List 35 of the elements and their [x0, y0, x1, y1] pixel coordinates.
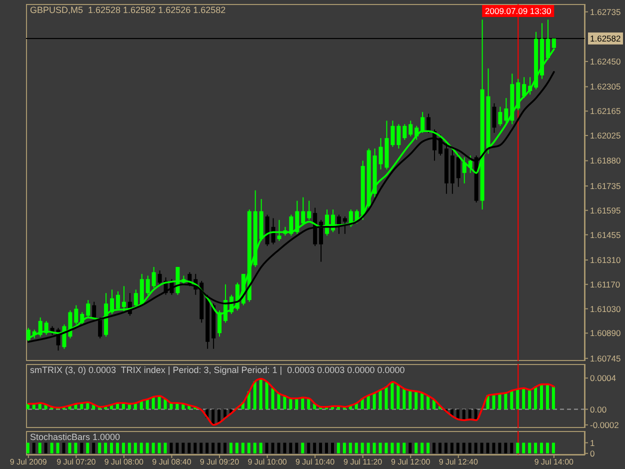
y-tick-label: -0.0002 — [590, 420, 620, 430]
x-tick-label: 9 Jul 10:00 — [248, 458, 288, 467]
y-tick-label: 1.60745 — [590, 353, 621, 364]
ref-line-label: 2009.07.09 13:30 — [485, 6, 552, 16]
y-tick-label: 1.62735 — [590, 6, 621, 17]
y-tick-label: 1.60890 — [590, 328, 621, 338]
ref-line-label: 1.62582 — [590, 33, 621, 44]
chart-title: smTRIX (3, 0) 0.0003 TRIX index | Period: 3, Signal Period: 1 | 0.0003 0.0003 0.0000 0.0000 — [30, 365, 405, 375]
y-tick-label: 1.61880 — [590, 156, 621, 166]
y-tick-label: 1.62305 — [590, 82, 621, 92]
x-tick-label: 9 Jul 2009 — [10, 458, 48, 467]
x-tick-label: 9 Jul 12:40 — [438, 458, 479, 467]
x-tick-label: 9 Jul 07:20 — [56, 458, 96, 467]
y-tick-label: 1 — [590, 438, 595, 448]
x-tick-label: 9 Jul 11:20 — [344, 458, 383, 467]
x-tick-label: 9 Jul 10:40 — [295, 458, 336, 467]
chart-title: GBPUSD,M5 1.62528 1.62582 1.62526 1.62582 — [30, 5, 226, 15]
chart-title: StochasticBars 1.0000 — [30, 432, 120, 442]
y-tick-label: 1.61455 — [590, 230, 621, 240]
x-tick-label: 9 Jul 08:00 — [104, 458, 144, 467]
y-tick-label: 0.0004 — [590, 373, 616, 384]
y-tick-label: 1.61735 — [590, 181, 621, 191]
y-tick-label: 1.62165 — [590, 106, 621, 116]
y-tick-label: 0 — [590, 448, 595, 458]
y-tick-label: 1.61170 — [590, 279, 620, 290]
x-tick-label: 9 Jul 14:00 — [534, 458, 574, 467]
x-tick-label: 9 Jul 12:00 — [391, 458, 431, 467]
y-tick-label: 1.61030 — [590, 304, 621, 314]
y-tick-label: 0.00 — [590, 404, 607, 414]
y-tick-label: 1.62450 — [590, 56, 621, 66]
y-tick-label: 1.62025 — [590, 130, 621, 140]
y-tick-label: 1.61595 — [590, 205, 621, 216]
x-tick-label: 9 Jul 08:40 — [152, 458, 192, 467]
x-tick-label: 9 Jul 09:20 — [200, 458, 240, 467]
y-tick-label: 1.61310 — [590, 255, 621, 266]
